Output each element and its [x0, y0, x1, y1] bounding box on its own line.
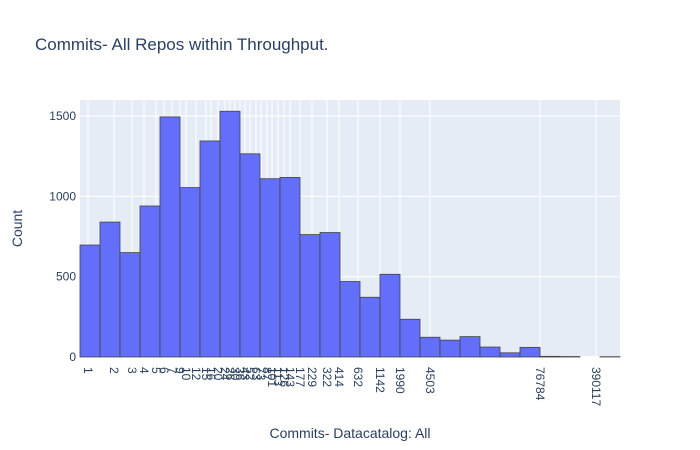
x-tick-label: 76784: [533, 367, 547, 401]
x-tick-label: 177: [293, 367, 307, 387]
x-tick-label: 6: [157, 367, 171, 374]
histogram-bar: [119, 252, 141, 358]
x-tick-label: 24: [218, 367, 232, 381]
x-tick-label: 322: [320, 367, 334, 387]
histogram-bar: [539, 355, 561, 358]
x-tick-label: 101: [265, 367, 279, 387]
histogram-bar: [399, 318, 421, 358]
x-tick-label: 16: [204, 367, 218, 381]
x-axis-title: Commits- Datacatalog: All: [269, 425, 430, 441]
x-tick-label: 30: [228, 367, 242, 381]
x-tick-label: 5: [149, 367, 163, 374]
y-tick-label: 0: [69, 350, 76, 364]
x-tick-label: 4503: [423, 367, 437, 394]
x-tick-label: 632: [351, 367, 365, 387]
histogram-bar: [339, 281, 361, 358]
x-tick-label: 87: [260, 367, 274, 381]
x-tick-label: 126: [277, 367, 291, 387]
x-tick-label: 1: [81, 367, 95, 374]
x-tick-label: 143: [283, 367, 297, 387]
chart-title: Commits- All Repos within Throughput.: [35, 35, 329, 54]
x-tick-label: 52: [243, 367, 257, 381]
x-tick-label: 3: [125, 367, 139, 374]
x-tick-label: 20: [211, 367, 225, 381]
histogram-bar: [219, 110, 241, 358]
x-tick-labels: 1 2 34567910121516202426303643526373871011…: [81, 367, 603, 406]
x-tick-label: 4: [137, 367, 151, 374]
histogram-bar: [459, 336, 481, 358]
histogram-bar: [259, 178, 281, 358]
bars: [79, 110, 621, 358]
y-axis-title: Count: [9, 210, 25, 247]
histogram-bar: [359, 296, 381, 358]
y-tick-label: 500: [56, 270, 76, 284]
x-tick-label: 9: [173, 367, 187, 374]
y-tick-label: 1500: [49, 109, 76, 123]
x-tick-label: 15: [199, 367, 213, 381]
histogram-bar: [299, 234, 321, 358]
histogram-bar: [279, 177, 301, 358]
x-tick-label: 229: [305, 367, 319, 387]
histogram-bar: [239, 153, 261, 358]
x-tick-label: 10: [179, 367, 193, 381]
x-tick-label: 113: [271, 367, 285, 386]
histogram-bar: [499, 352, 521, 358]
x-tick-label: 73: [254, 367, 268, 381]
x-tick-label: 36: [233, 367, 247, 381]
x-tick-label: 2: [107, 367, 121, 374]
histogram-bar: [99, 221, 121, 358]
histogram-bar: [379, 273, 401, 358]
x-tick-label: 390117: [589, 367, 603, 406]
x-tick-label: 1990: [393, 367, 407, 394]
histogram-bar: [479, 346, 501, 358]
x-tick-label: 7: [165, 367, 179, 374]
histogram-bar: [419, 336, 441, 358]
x-tick-label: 12: [189, 367, 203, 381]
histogram-bar: [439, 339, 461, 358]
histogram-bar: [79, 244, 101, 358]
x-tick-label: 1142: [373, 367, 387, 393]
histogram-bar: [159, 116, 181, 358]
x-tick-label: 43: [238, 367, 252, 381]
x-tick-label: 414: [332, 367, 346, 387]
x-tick-label: 63: [249, 367, 263, 381]
histogram-bar: [319, 232, 341, 358]
y-tick-label: 1000: [49, 189, 76, 203]
histogram-bar: [519, 346, 541, 358]
histogram-bar: [179, 187, 201, 358]
y-tick-labels: 0 500 1000 1500: [49, 109, 76, 364]
histogram-bar: [139, 205, 161, 358]
x-tick-label: 26: [223, 367, 237, 381]
histogram-bar: [199, 140, 221, 358]
